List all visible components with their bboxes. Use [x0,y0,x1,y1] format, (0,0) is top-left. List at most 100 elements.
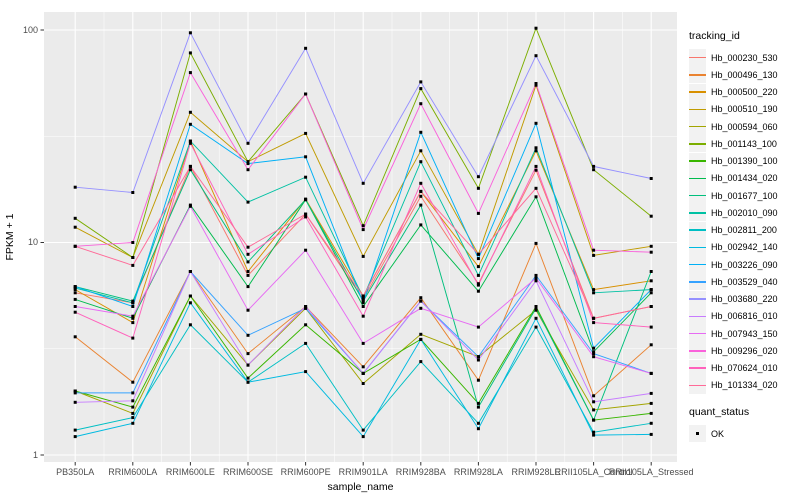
data-point [246,363,250,367]
legend-line-swatch [689,332,706,335]
legend-line-swatch [689,367,706,369]
data-point [73,391,77,395]
data-point [73,244,77,248]
data-point [649,288,653,292]
data-point [649,343,653,347]
data-point [73,216,77,220]
legend-entry: Hb_001677_100 [689,187,778,205]
legend-label: Hb_003226_090 [711,259,778,270]
data-point [131,263,135,267]
data-point [246,141,250,145]
data-point [534,186,538,190]
data-point [419,149,423,153]
data-point [476,252,480,256]
data-point [419,332,423,336]
legend-label: Hb_070624_010 [711,363,778,374]
data-point [476,289,480,293]
data-point [534,195,538,199]
data-point [592,253,596,257]
data-point [131,416,135,420]
legend-line-swatch [689,194,706,197]
legend-entries-tracking-id: Hb_000230_530 Hb_000496_130 Hb_000500_220 H… [689,49,778,394]
data-point [361,181,365,185]
data-point [73,285,77,289]
data-point [534,308,538,312]
data-point [131,380,135,384]
legend-key [689,152,706,170]
data-point [592,350,596,354]
legend-key [689,135,706,153]
legend-key [689,290,706,308]
legend-title-tracking-id: tracking_id [689,30,740,42]
data-point [361,228,365,232]
data-point [476,273,480,277]
data-point [131,241,135,244]
legend-entry: Hb_070624_010 [689,359,778,377]
data-point [361,224,365,228]
data-point [188,323,192,327]
data-point [73,305,77,308]
data-point [246,200,250,204]
data-point [73,389,77,393]
legend-key [689,100,706,118]
data-point [476,257,480,261]
data-point [592,346,596,350]
data-point [419,337,423,341]
data-point [131,421,135,425]
data-point [304,306,308,310]
data-point [419,203,423,207]
legend-label: Hb_001677_100 [711,190,778,201]
data-point [246,352,250,356]
data-point [304,46,308,50]
data-point [304,370,308,374]
legend-line-swatch [689,281,706,283]
data-point [534,306,538,310]
data-point [131,299,135,303]
data-point [246,333,250,337]
data-point [534,241,538,245]
data-point [73,185,77,189]
data-point [131,336,135,340]
data-point [592,430,596,434]
data-point [246,260,250,264]
data-point [246,273,250,277]
legend-line-swatch [689,177,706,180]
legend-title-quant-status: quant_status [689,406,750,418]
legend-entry: Hb_002942_140 [689,238,778,256]
data-point [246,376,250,380]
legend-line-swatch [689,56,706,59]
data-point [476,378,480,382]
data-point [592,394,596,398]
data-point [361,365,365,369]
data-point [592,248,596,252]
data-point [534,276,538,280]
legend-key [689,66,706,84]
data-point [649,411,653,415]
legend-key [689,359,706,377]
data-point [188,301,192,305]
data-point [419,102,423,106]
ok-square-marker-icon [695,431,700,436]
data-point [188,51,192,55]
data-point [361,305,365,308]
data-point [419,296,423,300]
data-point [534,273,538,277]
data-point [649,391,653,395]
legend-label: Hb_002942_140 [711,242,778,253]
legend-entry: Hb_001434_020 [689,169,778,187]
data-point [188,294,192,298]
data-point [592,418,596,422]
legend-label: Hb_001143_100 [711,138,777,149]
data-point [246,380,250,384]
legend-line-swatch [689,384,706,387]
data-point [649,244,653,248]
data-point [361,294,365,298]
legend-line-swatch [689,108,706,111]
data-point [188,164,192,168]
data-point [649,177,653,180]
legend-entry: Hb_000500_220 [689,83,778,101]
legend-line-swatch [689,125,706,128]
data-point [246,285,250,289]
legend-label: Hb_003680_220 [711,294,778,305]
